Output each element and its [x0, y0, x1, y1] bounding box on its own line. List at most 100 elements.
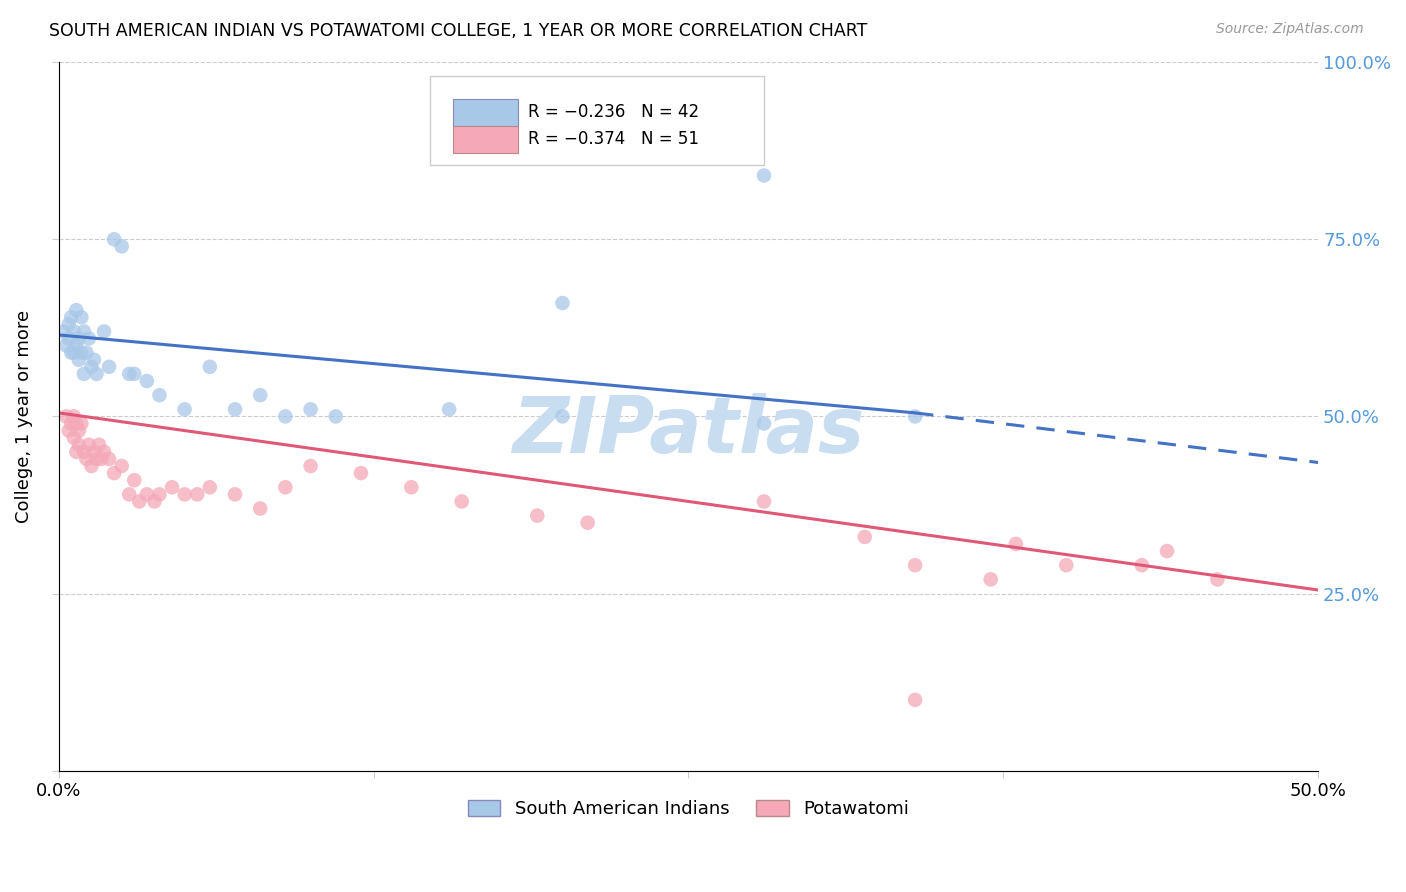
- Point: [752, 169, 775, 183]
- Point: [135, 374, 157, 388]
- Point: [526, 508, 548, 523]
- Y-axis label: College, 1 year or more: College, 1 year or more: [15, 310, 32, 523]
- Point: [98, 451, 121, 466]
- Point: [122, 473, 145, 487]
- Text: SOUTH AMERICAN INDIAN VS POTAWATOMI COLLEGE, 1 YEAR OR MORE CORRELATION CHART: SOUTH AMERICAN INDIAN VS POTAWATOMI COLL…: [49, 22, 868, 40]
- Point: [148, 388, 170, 402]
- Point: [274, 409, 297, 424]
- Point: [65, 338, 87, 352]
- Point: [65, 445, 87, 459]
- Point: [186, 487, 208, 501]
- Point: [103, 232, 125, 246]
- Point: [70, 310, 93, 325]
- Point: [904, 693, 927, 707]
- Point: [73, 445, 96, 459]
- Point: [86, 367, 108, 381]
- Point: [62, 409, 84, 424]
- Point: [350, 466, 373, 480]
- Point: [160, 480, 183, 494]
- Point: [274, 480, 297, 494]
- Point: [576, 516, 599, 530]
- Point: [73, 367, 96, 381]
- Point: [249, 501, 271, 516]
- Point: [67, 352, 90, 367]
- Point: [299, 458, 322, 473]
- Text: R = −0.374   N = 51: R = −0.374 N = 51: [529, 130, 699, 148]
- Point: [904, 409, 927, 424]
- Point: [437, 402, 460, 417]
- Point: [299, 402, 322, 417]
- Point: [65, 303, 87, 318]
- Point: [90, 451, 112, 466]
- Point: [103, 466, 125, 480]
- Text: R = −0.236   N = 42: R = −0.236 N = 42: [529, 103, 700, 120]
- Point: [93, 325, 115, 339]
- Point: [249, 388, 271, 402]
- FancyBboxPatch shape: [453, 127, 519, 153]
- Point: [87, 438, 110, 452]
- Point: [70, 417, 93, 431]
- Point: [80, 458, 103, 473]
- Point: [450, 494, 472, 508]
- Point: [67, 424, 90, 438]
- Point: [58, 424, 80, 438]
- Text: Source: ZipAtlas.com: Source: ZipAtlas.com: [1216, 22, 1364, 37]
- Point: [75, 451, 97, 466]
- Point: [111, 239, 134, 253]
- Point: [73, 325, 96, 339]
- Point: [752, 494, 775, 508]
- FancyBboxPatch shape: [430, 77, 763, 165]
- Point: [62, 345, 84, 359]
- Point: [224, 402, 246, 417]
- Point: [135, 487, 157, 501]
- Point: [60, 345, 83, 359]
- Point: [58, 331, 80, 345]
- Point: [75, 345, 97, 359]
- Point: [118, 367, 141, 381]
- Point: [980, 573, 1002, 587]
- Point: [904, 558, 927, 573]
- Point: [86, 451, 108, 466]
- Point: [224, 487, 246, 501]
- Point: [93, 445, 115, 459]
- Point: [62, 325, 84, 339]
- Point: [173, 487, 195, 501]
- Point: [52, 325, 75, 339]
- Point: [1005, 537, 1028, 551]
- Point: [67, 331, 90, 345]
- Point: [60, 417, 83, 431]
- Point: [853, 530, 876, 544]
- Point: [401, 480, 423, 494]
- Point: [111, 458, 134, 473]
- Point: [1156, 544, 1178, 558]
- Point: [1130, 558, 1153, 573]
- Point: [58, 318, 80, 332]
- Point: [70, 345, 93, 359]
- Point: [77, 438, 100, 452]
- Legend: South American Indians, Potawatomi: South American Indians, Potawatomi: [460, 793, 917, 825]
- Point: [55, 338, 77, 352]
- Point: [198, 359, 221, 374]
- Point: [752, 417, 775, 431]
- Point: [551, 296, 574, 310]
- Point: [198, 480, 221, 494]
- FancyBboxPatch shape: [453, 99, 519, 126]
- Text: ZIPatlas: ZIPatlas: [512, 392, 865, 468]
- Point: [55, 409, 77, 424]
- Point: [1054, 558, 1077, 573]
- Point: [83, 352, 105, 367]
- Point: [128, 494, 150, 508]
- Point: [65, 417, 87, 431]
- Point: [77, 331, 100, 345]
- Point: [67, 438, 90, 452]
- Point: [143, 494, 166, 508]
- Point: [1206, 573, 1229, 587]
- Point: [325, 409, 347, 424]
- Point: [173, 402, 195, 417]
- Point: [551, 409, 574, 424]
- Point: [60, 310, 83, 325]
- Point: [62, 431, 84, 445]
- Point: [148, 487, 170, 501]
- Point: [83, 445, 105, 459]
- Point: [98, 359, 121, 374]
